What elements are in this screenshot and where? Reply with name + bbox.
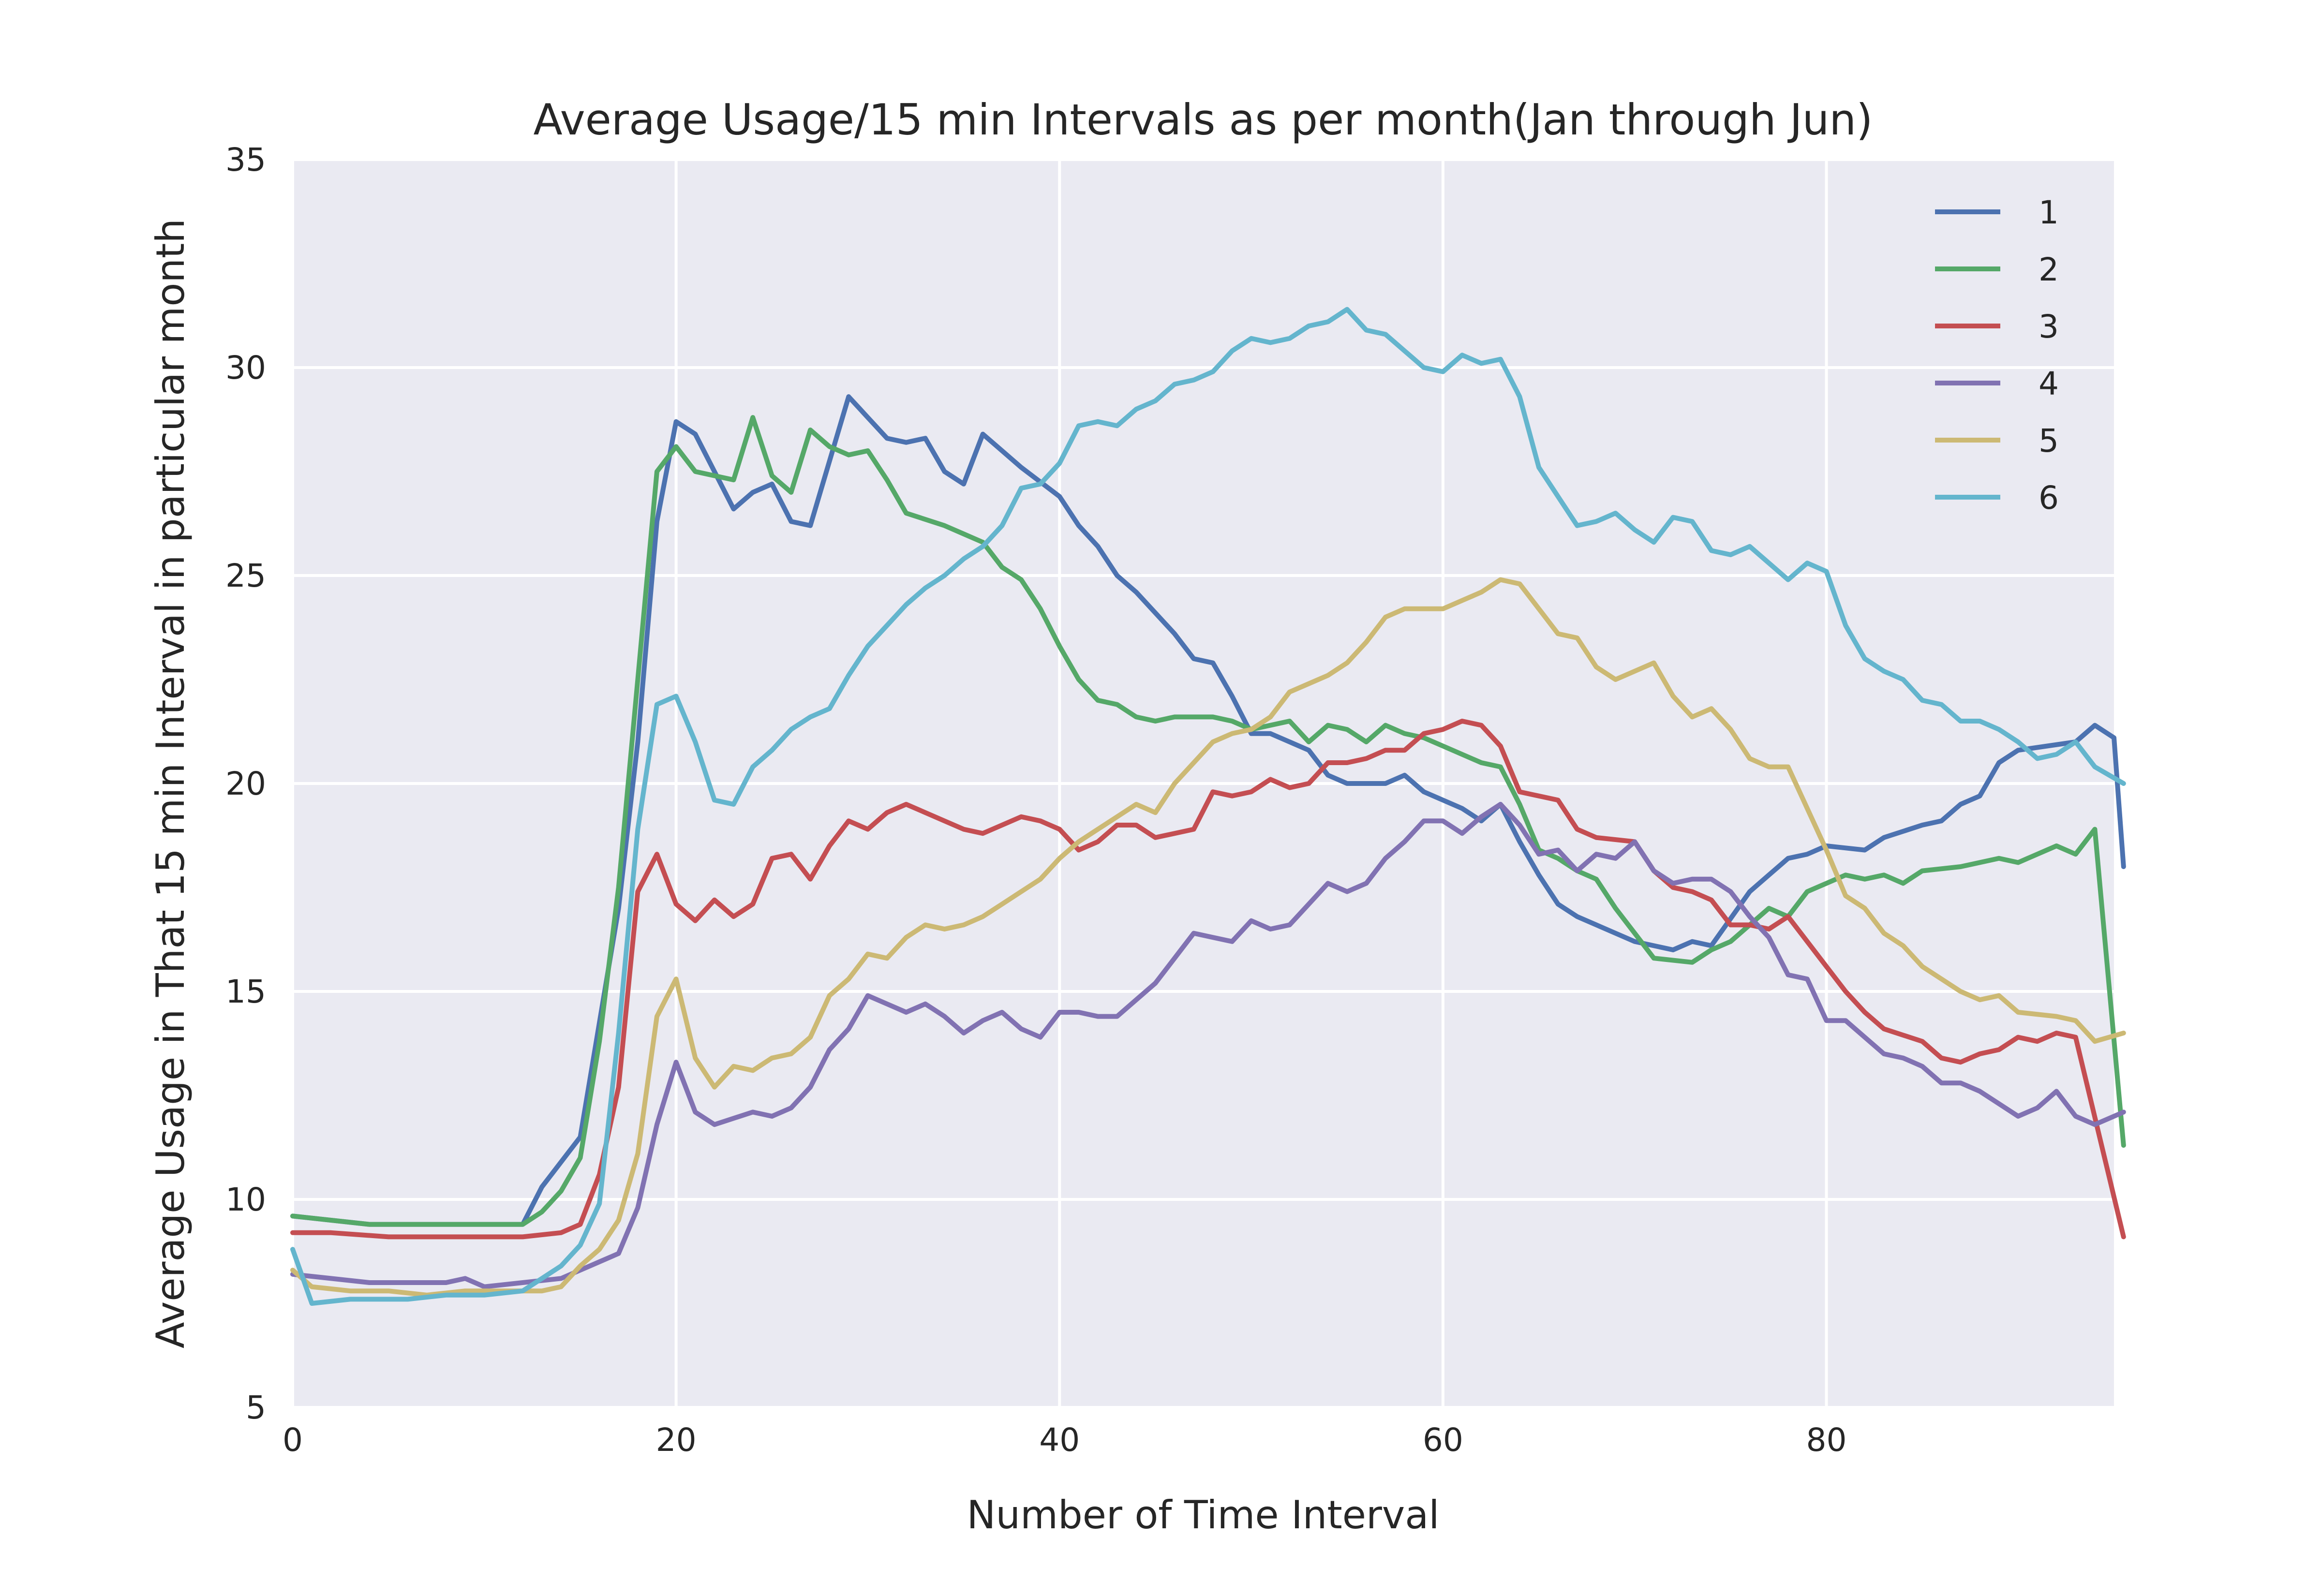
x-tick-label: 0 <box>283 1421 303 1459</box>
x-tick-label: 20 <box>656 1421 697 1459</box>
series-lines <box>290 307 2126 1306</box>
y-tick-labels: 5 10 15 20 25 30 35 <box>225 141 266 1426</box>
series-line-5 <box>290 577 2126 1298</box>
legend-label-3: 3 <box>2039 308 2059 345</box>
legend-label-2: 2 <box>2039 251 2059 288</box>
y-axis-label: Average Usage in That 15 min Interval in… <box>148 219 193 1348</box>
x-tick-label: 40 <box>1039 1421 1080 1459</box>
y-tick-label: 35 <box>225 141 266 178</box>
y-tick-label: 20 <box>225 765 266 802</box>
x-tick-label: 80 <box>1806 1421 1847 1459</box>
legend-label-5: 5 <box>2039 422 2059 459</box>
x-tick-label: 60 <box>1423 1421 1463 1459</box>
x-axis-label: Number of Time Interval <box>967 1493 1440 1537</box>
legend-label-4: 4 <box>2039 365 2059 402</box>
legend-label-1: 1 <box>2039 194 2059 231</box>
y-tick-label: 30 <box>225 349 266 386</box>
y-tick-label: 5 <box>246 1389 266 1426</box>
legend-label-6: 6 <box>2039 479 2059 517</box>
legend: 1 2 3 4 5 6 <box>1935 194 2059 517</box>
y-tick-label: 10 <box>225 1181 266 1218</box>
series-line-4 <box>290 802 2126 1289</box>
series-line-6 <box>290 307 2126 1306</box>
x-tick-labels: 0 20 40 60 80 <box>283 1421 1847 1459</box>
y-tick-label: 25 <box>225 557 266 594</box>
series-line-1 <box>290 394 2126 1227</box>
chart-title: Average Usage/15 min Intervals as per mo… <box>534 95 1873 145</box>
y-tick-label: 15 <box>225 973 266 1010</box>
series-line-3 <box>290 719 2126 1240</box>
